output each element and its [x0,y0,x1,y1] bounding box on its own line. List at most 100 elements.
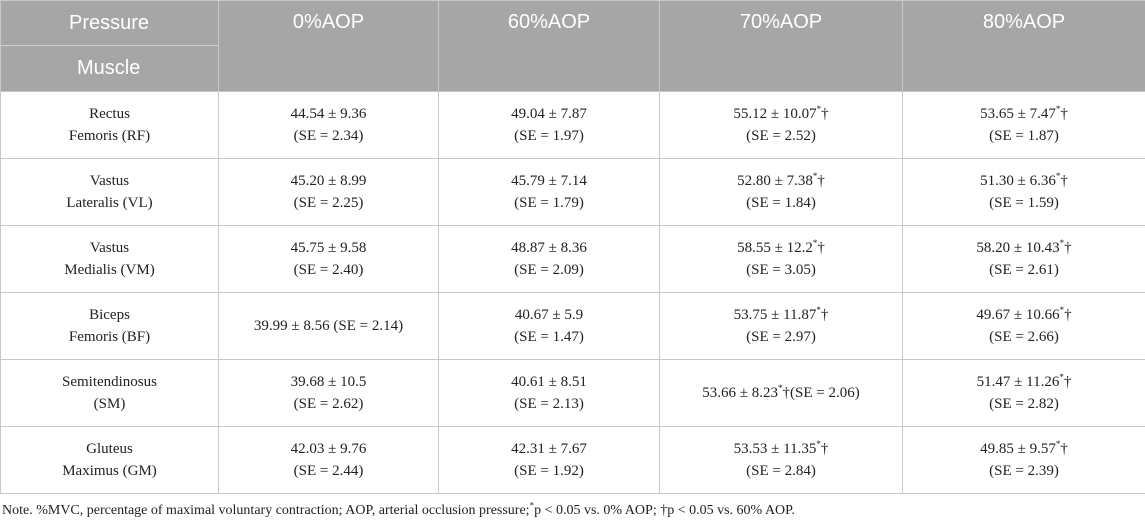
value-text: 52.80 ± 7.38 [737,173,813,189]
value-text: (SE = 2.52) [746,128,816,144]
value-text: 51.30 ± 6.36 [980,173,1056,189]
muscle-name-cell: Semitendinosus (SM) [0,359,219,427]
significance-marker: * [1055,439,1061,449]
value-text: 58.55 ± 12.2 [737,240,813,256]
significance-dagger: † [1063,374,1072,390]
muscle-name-line: Semitendinosus [61,374,157,390]
value-cell: 44.54 ± 9.36 (SE = 2.34) [218,91,439,159]
value-text: 39.99 ± 8.56 (SE = 2.14) [253,318,404,334]
value-line: (SE = 2.39) [903,460,1145,482]
value-cell: 51.47 ± 11.26*† (SE = 2.82) [902,359,1145,427]
significance-dagger: † [817,173,825,189]
value-line: (SE = 2.66) [903,326,1145,348]
value-text: (SE = 1.59) [989,195,1059,211]
value-line: (SE = 1.59) [903,192,1145,214]
value-line: (SE = 1.84) [660,192,902,214]
value-line: 51.47 ± 11.26*† [903,371,1145,393]
value-cell: 52.80 ± 7.38*† (SE = 1.84) [659,158,903,226]
value-text: 49.67 ± 10.66 [976,307,1060,323]
value-cell: 53.75 ± 11.87*† (SE = 2.97) [659,292,903,360]
significance-marker: * [816,104,822,114]
significance-dagger: † [1064,307,1072,323]
significance-dagger: † [820,307,829,323]
value-line: (SE = 2.13) [439,393,659,415]
value-cell: 40.67 ± 5.9 (SE = 1.47) [438,292,660,360]
value-text: (SE = 2.61) [989,262,1059,278]
significance-marker: * [1055,104,1061,114]
muscle-name-line: Rectus [89,106,130,122]
value-cell: 53.53 ± 11.35*† (SE = 2.84) [659,426,903,494]
value-line: 44.54 ± 9.36 [219,103,438,125]
value-line: (SE = 2.62) [219,393,438,415]
value-text: (SE = 2.13) [514,396,584,412]
muscle-name-line: Medialis (VM) [64,262,155,278]
value-line: (SE = 1.47) [439,326,659,348]
value-text: (SE = 2.40) [293,262,364,278]
significance-marker: * [1059,305,1065,315]
value-cell: 45.79 ± 7.14 (SE = 1.79) [438,158,660,226]
value-line: (SE = 2.34) [219,125,438,147]
value-text: 51.47 ± 11.26 [976,374,1060,390]
muscle-name-cell: Vastus Lateralis (VL) [0,158,219,226]
value-cell: 45.75 ± 9.58 (SE = 2.40) [218,225,439,293]
value-line: 55.12 ± 10.07*† [660,103,902,125]
value-line: (SE = 1.87) [903,125,1145,147]
value-cell: 49.85 ± 9.57*† (SE = 2.39) [902,426,1145,494]
value-line: 45.75 ± 9.58 [219,237,438,259]
footnote-text-start: Note. %MVC, percentage of maximal volunt… [2,503,530,518]
value-text: (SE = 2.25) [293,195,364,211]
value-text: (SE = 1.79) [514,195,584,211]
value-line: 49.67 ± 10.66*† [903,304,1145,326]
value-text: (SE = 2.09) [514,262,584,278]
table-row: Vastus Lateralis (VL) 45.20 ± 8.99 (SE = 2.… [0,158,1145,226]
value-line: 58.55 ± 12.2*† [660,237,902,259]
value-cell: 55.12 ± 10.07*† (SE = 2.52) [659,91,903,159]
value-line: (SE = 2.82) [903,393,1145,415]
value-line: (SE = 2.52) [660,125,902,147]
results-table: Pressure Muscle 0%AOP 60%AOP 70%AOP 80%A… [0,0,1145,494]
table-row: Rectus Femoris (RF) 44.54 ± 9.36 (SE = 2.34… [0,91,1145,159]
value-cell: 51.30 ± 6.36*† (SE = 1.59) [902,158,1145,226]
table-row: Semitendinosus (SM) 39.68 ± 10.5 (SE = 2.62… [0,359,1145,427]
value-text: 40.67 ± 5.9 [514,307,584,323]
value-cell: 53.66 ± 8.23*†(SE = 2.06) [659,359,903,427]
footnote-asterisk: * [529,500,535,511]
value-line: 53.75 ± 11.87*† [660,304,902,326]
value-text: (SE = 2.66) [989,329,1059,345]
value-line: 49.04 ± 7.87 [439,103,659,125]
muscle-name-cell: Biceps Femoris (BF) [0,292,219,360]
corner-header-cell: Pressure Muscle [0,0,219,92]
value-text: 53.66 ± 8.23 [702,385,778,401]
value-text: (SE = 2.62) [293,396,364,412]
value-text: 45.79 ± 7.14 [511,173,587,189]
value-line: (SE = 2.61) [903,259,1145,281]
value-line: 42.31 ± 7.67 [439,438,659,460]
value-text: (SE = 1.97) [514,128,584,144]
muscle-header-label: Muscle [77,57,141,79]
muscle-name-line: Vastus [89,173,130,189]
muscle-name-line: Lateralis (VL) [66,195,153,211]
value-text: 58.20 ± 10.43 [976,240,1060,256]
significance-dagger: † [1060,441,1068,457]
value-text: (SE = 2.84) [746,463,816,479]
table-body: Rectus Femoris (RF) 44.54 ± 9.36 (SE = 2.34… [0,91,1145,494]
significance-dagger: † [1060,173,1068,189]
value-line: (SE = 3.05) [660,259,902,281]
muscle-name-line: Vastus [89,240,130,256]
header-row: Pressure Muscle 0%AOP 60%AOP 70%AOP 80%A… [0,0,1145,92]
value-text: 45.20 ± 8.99 [290,173,367,189]
significance-dagger: † [817,240,825,256]
significance-marker: * [812,238,818,248]
value-text: 42.31 ± 7.67 [511,441,587,457]
value-text: (SE = 3.05) [746,262,816,278]
value-line: 49.85 ± 9.57*† [903,438,1145,460]
value-text: (SE = 2.44) [293,463,364,479]
value-line: 53.65 ± 7.47*† [903,103,1145,125]
value-text: (SE = 2.39) [989,463,1059,479]
value-line: 45.79 ± 7.14 [439,170,659,192]
significance-marker: * [1059,238,1065,248]
column-header-70aop: 70%AOP [659,0,903,92]
table-row: Biceps Femoris (BF) 39.99 ± 8.56 (SE = 2.1… [0,292,1145,360]
value-line: (SE = 2.44) [219,460,438,482]
value-cell: 48.87 ± 8.36 (SE = 2.09) [438,225,660,293]
